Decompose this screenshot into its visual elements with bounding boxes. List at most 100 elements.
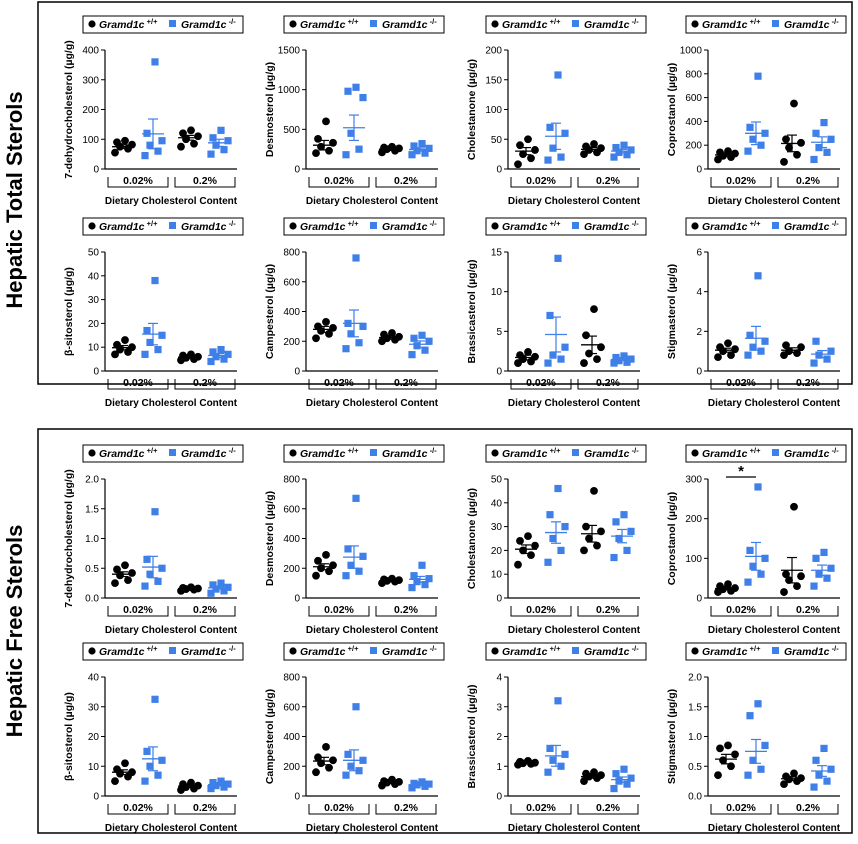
data-point-ko [141, 152, 149, 160]
data-point-ko [823, 355, 831, 363]
data-point-wt [790, 99, 798, 108]
y-tick-label: 10 [88, 343, 100, 354]
legend-sup-ko: -/- [630, 446, 640, 455]
data-point-ko [749, 135, 757, 143]
legend-marker-ko [370, 20, 377, 27]
x-axis-label: Dietary Cholesterol Content [306, 398, 439, 409]
y-tick-label: 600 [283, 504, 300, 515]
legend-label-wt: Gramd1c +/+ [99, 219, 158, 233]
legend-marker-wt [88, 647, 96, 655]
panel-frame-free [37, 428, 853, 834]
y-tick-label: 1500 [278, 46, 301, 57]
group-label: 0.02% [324, 175, 354, 187]
data-point-ko [224, 350, 232, 358]
data-point-wt [121, 759, 129, 768]
data-point-ko [425, 780, 433, 788]
data-point-wt [121, 561, 129, 570]
y-axis-label: Desmosterol (µg/g) [264, 491, 276, 586]
y-tick-label: 600 [283, 277, 300, 288]
data-point-ko [623, 151, 631, 159]
legend-sup-ko: -/- [630, 644, 640, 653]
data-point-ko [544, 156, 552, 164]
data-point-ko [610, 359, 618, 367]
group-label: 0.02% [123, 377, 153, 389]
data-point-ko [744, 351, 752, 359]
y-tick-label: 600 [685, 93, 702, 104]
legend-label-wt: Gramd1c +/+ [702, 644, 761, 658]
data-point-ko [810, 155, 818, 164]
y-tick-label: 0 [496, 165, 502, 176]
data-point-ko [352, 703, 360, 711]
group-label: 0.02% [324, 604, 354, 616]
data-point-wt [514, 560, 522, 569]
data-point-wt [524, 135, 532, 144]
data-point-wt [590, 768, 598, 777]
data-point-ko [151, 58, 159, 66]
data-point-wt [121, 136, 129, 145]
data-point-ko [544, 359, 552, 367]
data-point-ko [754, 483, 762, 491]
y-axis-label: Stigmasterol (µg/g) [666, 264, 678, 359]
y-axis-label: Cholestanone (µg/g) [466, 59, 478, 160]
data-point-wt [325, 146, 333, 155]
data-point-wt [731, 750, 739, 759]
data-point-wt [514, 160, 522, 169]
y-tick-label: 3 [496, 702, 502, 713]
legend-marker-ko [572, 647, 579, 654]
data-point-wt [716, 343, 724, 352]
legend-marker-wt [289, 20, 297, 28]
legend-sup-ko: -/- [227, 644, 237, 653]
x-axis-label: Dietary Cholesterol Content [105, 625, 238, 636]
legend-sup-ko: -/- [630, 17, 640, 26]
data-point-ko [827, 765, 835, 773]
data-point-wt [714, 771, 722, 780]
data-point-wt [395, 777, 403, 786]
data-point-ko [561, 750, 569, 758]
legend-sup-ko: -/- [830, 17, 840, 26]
legend-sup-wt: +/+ [346, 446, 360, 455]
data-point-wt [325, 763, 333, 772]
group-bracket [577, 379, 639, 390]
legend-label-wt: Gramd1c +/+ [99, 644, 158, 658]
y-tick-label: 1.0 [688, 732, 702, 743]
chart-12: Gramd1c +/+ Gramd1c -/- 0 10 20 30 40 β-sitoste… [63, 642, 244, 834]
y-tick-label: 1000 [680, 46, 703, 57]
data-point-wt [580, 359, 588, 367]
data-point-ko [815, 771, 823, 779]
data-point-ko [425, 575, 433, 583]
legend-sup-ko: -/- [830, 446, 840, 455]
data-point-ko [612, 353, 620, 362]
data-point-ko [827, 564, 835, 572]
y-tick-label: 100 [485, 105, 502, 116]
legend-marker-ko [169, 449, 176, 456]
y-axis-label: Brassicasterol (µg/g) [466, 684, 478, 788]
data-point-ko [408, 151, 416, 159]
data-point-wt [727, 351, 735, 360]
data-point-ko [557, 546, 565, 554]
group-bracket [174, 177, 236, 188]
legend-box [485, 15, 647, 34]
group-bracket [710, 606, 772, 617]
group-label: 0.2% [193, 377, 218, 389]
legend-label-wt: Gramd1c +/+ [702, 17, 761, 31]
data-point-ko [615, 777, 623, 785]
data-point-ko [623, 780, 631, 788]
data-point-ko [749, 562, 757, 570]
data-point-wt [516, 536, 524, 545]
data-point-ko [217, 777, 225, 785]
data-point-wt [527, 154, 535, 163]
x-axis-label: Dietary Cholesterol Content [306, 625, 439, 636]
data-point-wt [524, 348, 532, 356]
data-point-ko [757, 765, 765, 773]
legend-sup-wt: +/+ [748, 644, 762, 653]
data-point-wt [785, 576, 793, 585]
legend-marker-wt [691, 449, 699, 457]
legend-label-ko: Gramd1c -/- [584, 644, 639, 658]
chart-2: Gramd1c +/+ Gramd1c -/- 0 50 100 150 200 Choles… [466, 15, 647, 207]
data-point-wt [582, 522, 590, 531]
y-axis-label: β-sitosterol (µg/g) [63, 267, 75, 356]
data-point-ko [557, 153, 565, 161]
y-tick-label: 2.0 [85, 475, 99, 486]
data-point-ko [158, 756, 166, 764]
data-point-ko [408, 784, 416, 792]
